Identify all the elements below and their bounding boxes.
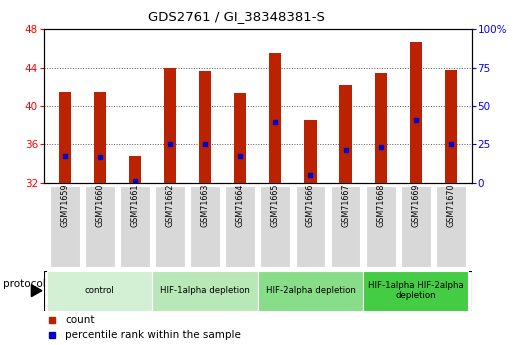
- Bar: [410, 42, 422, 183]
- Bar: [234, 93, 246, 183]
- FancyBboxPatch shape: [47, 271, 152, 310]
- FancyBboxPatch shape: [401, 186, 431, 267]
- Text: GSM71666: GSM71666: [306, 184, 315, 227]
- FancyBboxPatch shape: [436, 186, 466, 267]
- Bar: [304, 120, 317, 183]
- Text: control: control: [85, 286, 115, 295]
- Text: GSM71664: GSM71664: [236, 184, 245, 227]
- Bar: [445, 70, 457, 183]
- Text: GSM71661: GSM71661: [130, 184, 140, 227]
- Text: protocol: protocol: [3, 279, 45, 289]
- FancyBboxPatch shape: [261, 186, 290, 267]
- Bar: [199, 71, 211, 183]
- FancyBboxPatch shape: [331, 186, 361, 267]
- Text: percentile rank within the sample: percentile rank within the sample: [65, 330, 241, 340]
- Bar: [94, 92, 106, 183]
- Bar: [164, 68, 176, 183]
- Text: HIF-1alpha depletion: HIF-1alpha depletion: [160, 286, 250, 295]
- Text: GSM71660: GSM71660: [95, 184, 104, 227]
- Bar: [129, 156, 141, 183]
- Bar: [374, 73, 387, 183]
- Text: GDS2761 / GI_38348381-S: GDS2761 / GI_38348381-S: [148, 10, 325, 23]
- FancyBboxPatch shape: [225, 186, 255, 267]
- Text: GSM71669: GSM71669: [411, 183, 420, 227]
- FancyBboxPatch shape: [190, 186, 220, 267]
- Polygon shape: [31, 285, 42, 297]
- Text: HIF-1alpha HIF-2alpha
depletion: HIF-1alpha HIF-2alpha depletion: [368, 281, 464, 300]
- Text: GSM71668: GSM71668: [376, 184, 385, 227]
- Text: GSM71670: GSM71670: [446, 183, 456, 227]
- FancyBboxPatch shape: [366, 186, 396, 267]
- Bar: [340, 85, 352, 183]
- FancyBboxPatch shape: [155, 186, 185, 267]
- Text: GSM71665: GSM71665: [271, 183, 280, 227]
- Text: HIF-2alpha depletion: HIF-2alpha depletion: [266, 286, 356, 295]
- FancyBboxPatch shape: [295, 186, 325, 267]
- Text: GSM71659: GSM71659: [60, 183, 69, 227]
- Text: count: count: [65, 315, 94, 325]
- Text: GSM71662: GSM71662: [166, 183, 174, 227]
- Text: GSM71667: GSM71667: [341, 183, 350, 227]
- FancyBboxPatch shape: [85, 186, 115, 267]
- FancyBboxPatch shape: [258, 271, 363, 310]
- FancyBboxPatch shape: [363, 271, 468, 310]
- FancyBboxPatch shape: [120, 186, 150, 267]
- Bar: [269, 53, 282, 183]
- FancyBboxPatch shape: [152, 271, 258, 310]
- Text: GSM71663: GSM71663: [201, 184, 210, 227]
- Bar: [58, 92, 71, 183]
- FancyBboxPatch shape: [50, 186, 80, 267]
